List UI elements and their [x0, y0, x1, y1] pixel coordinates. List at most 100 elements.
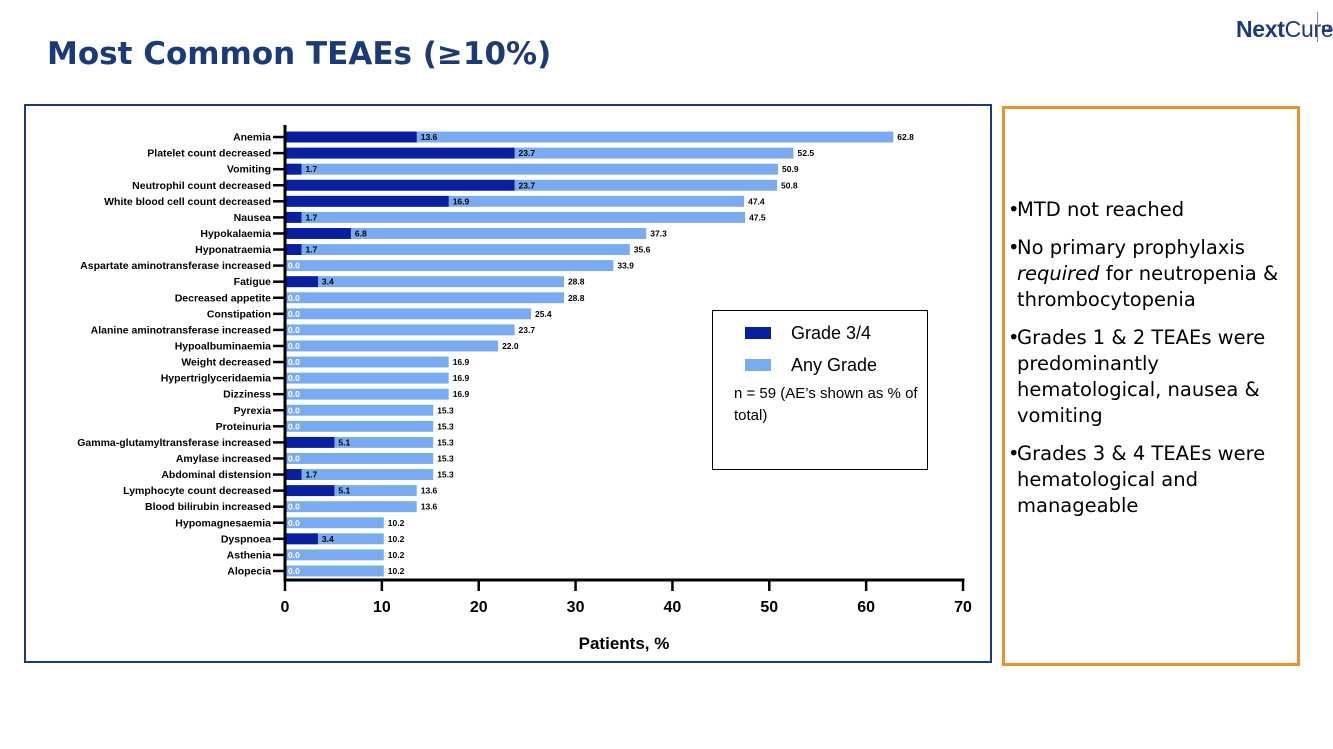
key-point-grades-3-4: • Grades 3 & 4 TEAEs were hematological a…	[1008, 441, 1298, 519]
bar-grade-3-4	[285, 147, 515, 159]
bar-grade-3-4	[285, 228, 351, 239]
value-label-any-grade: 15.3	[437, 405, 454, 415]
bar-grade-3-4	[285, 276, 318, 288]
x-tick-label: 30	[567, 599, 585, 616]
category-label: Hyponatraemia	[195, 244, 271, 256]
value-label-any-grade: 16.9	[453, 389, 470, 399]
value-label-any-grade: 25.4	[535, 309, 552, 319]
category-label: Dyspnoea	[221, 533, 271, 545]
value-label-any-grade: 28.8	[568, 293, 585, 303]
bar-any-grade	[285, 404, 434, 416]
x-tick-label: 60	[857, 599, 875, 616]
bar-any-grade	[285, 517, 384, 529]
category-label: Proteinuria	[216, 421, 272, 433]
bar-any-grade	[285, 485, 417, 497]
value-label-grade-3-4: 0.0	[288, 293, 300, 303]
bar-grade-3-4	[285, 195, 449, 207]
value-label-any-grade: 10.2	[388, 566, 405, 576]
value-label-grade-3-4: 0.0	[288, 325, 300, 335]
bar-any-grade	[285, 453, 434, 464]
category-label: Vomiting	[227, 164, 271, 176]
bar-any-grade	[285, 131, 894, 143]
bar-any-grade	[285, 276, 564, 288]
key-point-emphasis: required	[1017, 262, 1100, 285]
key-points-list: • MTD not reached • No primary prophylaxis…	[1008, 197, 1298, 531]
category-label: Hypokalaemia	[200, 228, 271, 240]
bar-any-grade	[285, 340, 499, 352]
value-label-grade-3-4: 0.0	[288, 518, 300, 528]
value-label-any-grade: 47.5	[749, 212, 766, 222]
logo-text-next: Next	[1236, 16, 1285, 42]
bar-any-grade	[285, 228, 647, 239]
value-label-any-grade: 23.7	[519, 325, 536, 335]
bar-any-grade	[285, 372, 449, 384]
bar-any-grade	[285, 211, 746, 223]
value-label-grade-3-4: 1.7	[305, 212, 317, 222]
value-label-grade-3-4: 0.0	[288, 309, 300, 319]
x-tick-label: 70	[954, 599, 972, 616]
value-label-any-grade: 33.9	[617, 261, 634, 271]
bar-any-grade	[285, 356, 449, 368]
value-label-any-grade: 22.0	[502, 341, 519, 351]
value-label-grade-3-4: 6.8	[355, 228, 367, 238]
bar-any-grade	[285, 469, 434, 480]
value-label-grade-3-4: 23.7	[519, 180, 536, 190]
value-label-grade-3-4: 0.0	[288, 389, 300, 399]
legend-note: n = 59 (AE’s shown as % of total)	[734, 385, 918, 424]
category-label: Hypertriglyceridaemia	[161, 373, 271, 385]
value-label-grade-3-4: 23.7	[519, 148, 536, 158]
category-label: Hypomagnesaemia	[175, 517, 271, 529]
bar-any-grade	[285, 549, 384, 561]
legend-item-grade34: Grade 3/4	[745, 323, 871, 343]
value-label-grade-3-4: 5.1	[338, 437, 350, 447]
category-label: Gamma-glutamyltransferase increased	[77, 437, 271, 449]
value-label-any-grade: 50.8	[781, 180, 798, 190]
x-tick-label: 10	[373, 599, 391, 616]
bullet-marker: •	[1008, 442, 1020, 465]
key-point-text: for neutropenia & thrombocytopenia	[1017, 262, 1279, 311]
value-label-grade-3-4: 1.7	[305, 245, 317, 255]
chart-legend: Grade 3/4 Any Grade n = 59 (AE’s shown a…	[712, 310, 928, 470]
x-tick-label: 50	[760, 599, 778, 616]
bar-any-grade	[285, 565, 384, 577]
bar-grade-3-4	[285, 131, 417, 143]
value-label-grade-3-4: 0.0	[288, 357, 300, 367]
bar-grade-3-4	[285, 163, 302, 175]
value-label-grade-3-4: 0.0	[288, 261, 300, 271]
value-label-grade-3-4: 3.4	[322, 277, 334, 287]
value-label-grade-3-4: 5.1	[338, 486, 350, 496]
x-axis-label: Patients, %	[579, 634, 670, 653]
logo-text-cure: Cure	[1284, 16, 1333, 42]
category-label: Blood bilirubin increased	[145, 501, 271, 513]
key-point-text: No primary prophylaxis	[1017, 236, 1245, 259]
value-label-grade-3-4: 16.9	[453, 196, 470, 206]
bar-grade-3-4	[285, 211, 302, 223]
category-label: Dizziness	[223, 389, 271, 401]
bar-any-grade	[285, 163, 779, 175]
category-label: Hypoalbuminaemia	[175, 340, 271, 352]
bar-any-grade	[285, 420, 434, 432]
value-label-grade-3-4: 0.0	[288, 453, 300, 463]
slide-title: Most Common TEAEs (≥10%)	[47, 36, 552, 72]
legend-label-any-grade: Any Grade	[791, 354, 878, 375]
value-label-any-grade: 35.6	[634, 245, 651, 255]
key-point-grades-1-2: • Grades 1 & 2 TEAEs were predominantly h…	[1008, 325, 1298, 429]
value-label-any-grade: 10.2	[388, 518, 405, 528]
page-number: 11	[1321, 24, 1332, 35]
value-label-grade-3-4: 0.0	[288, 405, 300, 415]
value-label-any-grade: 62.8	[897, 132, 914, 142]
category-label: Alopecia	[227, 565, 271, 577]
x-tick-label: 20	[470, 599, 488, 616]
category-label: Lymphocyte count decreased	[123, 485, 271, 497]
category-label: Pyrexia	[234, 405, 272, 417]
teae-bar-chart: Anemia 62.8 13.6 Platelet count decreased 52…	[77, 125, 972, 653]
bar-grade-3-4	[285, 485, 335, 497]
bar-any-grade	[285, 308, 532, 320]
value-label-any-grade: 15.3	[437, 421, 454, 431]
category-label: Decreased appetite	[175, 292, 271, 304]
bar-any-grade	[285, 195, 745, 207]
value-label-grade-3-4: 1.7	[305, 470, 317, 480]
value-label-grade-3-4: 1.7	[305, 164, 317, 174]
nextcure-logo: NextCure	[1236, 16, 1333, 43]
chart-frame: Anemia 62.8 13.6 Platelet count decreased 52…	[24, 104, 992, 663]
